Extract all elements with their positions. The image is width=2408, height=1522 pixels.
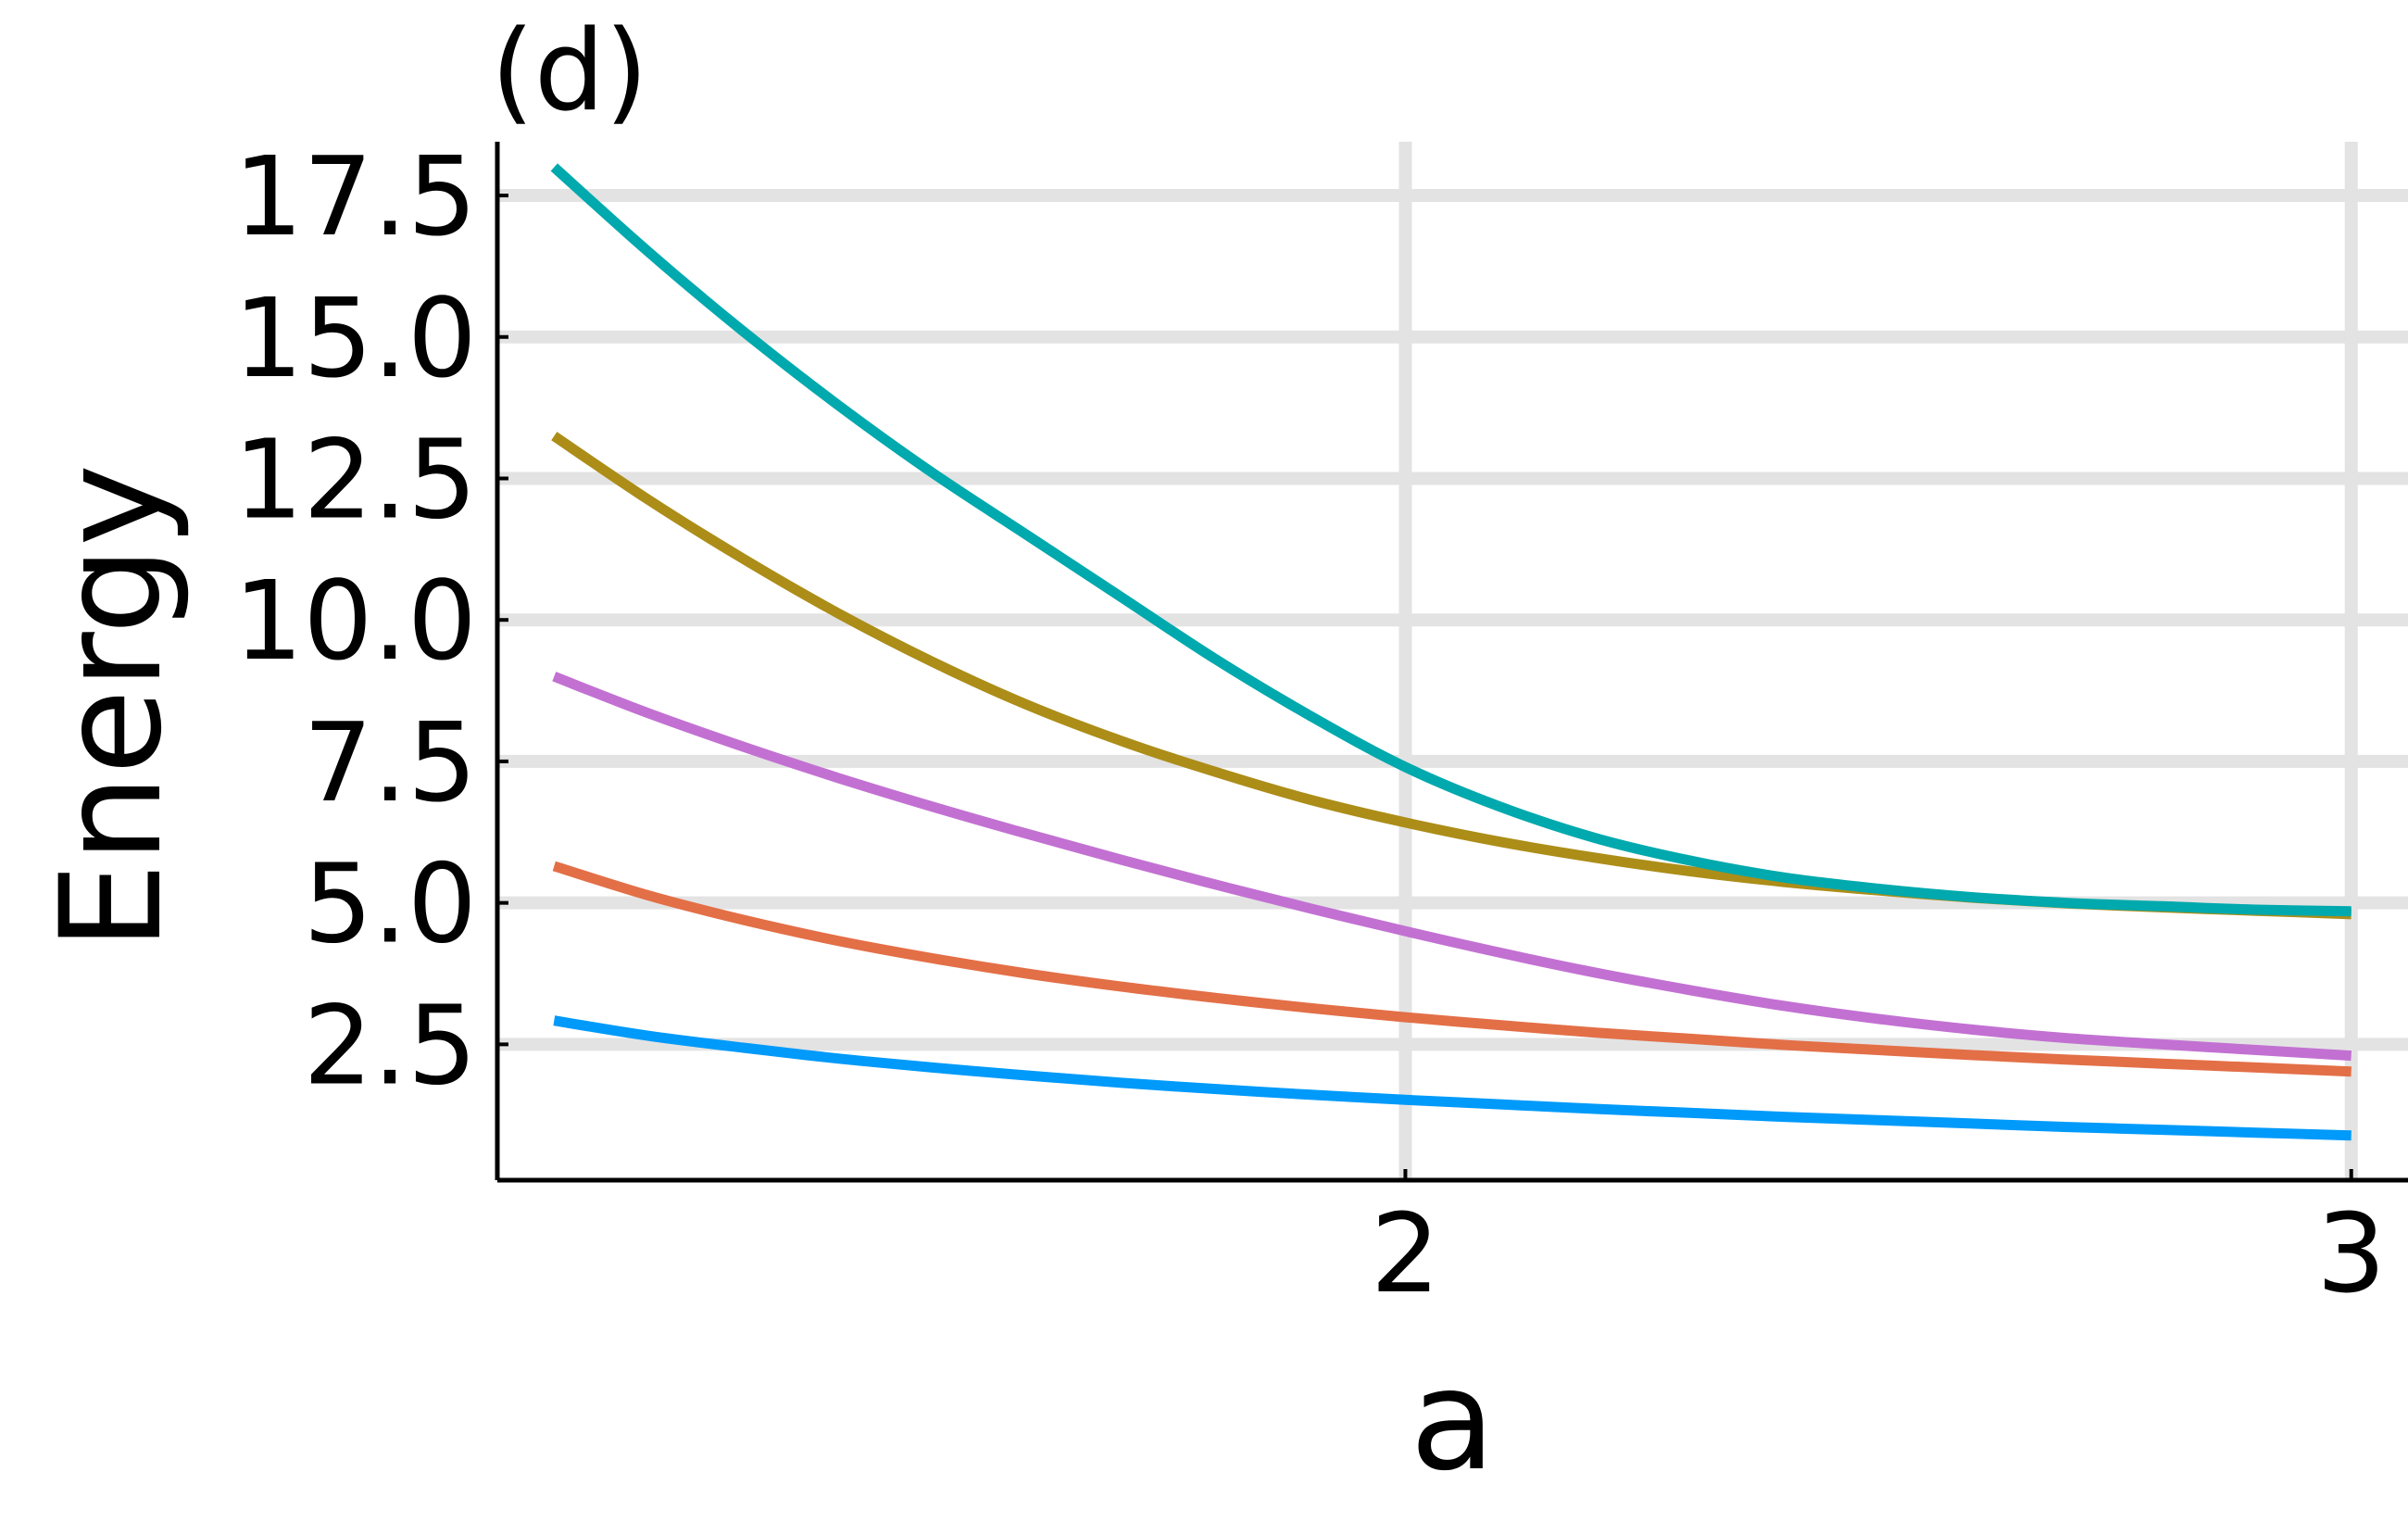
series-line-2 [552,861,2352,1077]
x-tick-label: 3 [2316,1189,2386,1317]
series-line-5 [550,163,2352,917]
y-tick-label: 7.5 [303,698,477,826]
y-tick-label: 5.0 [303,840,477,968]
series-line-4 [551,432,2352,920]
series-line-1 [553,1015,2352,1141]
chart-title: (d) [491,7,648,136]
y-tick-label: 2.5 [303,981,477,1109]
y-tick-label: 15.0 [233,274,477,402]
tick-layer: 2.5 5.0 7.5 10.0 12.5 15.0 17.5 2 3 [233,132,2386,1317]
series-layer [550,163,2352,1141]
x-tick-label: 2 [1371,1189,1440,1317]
x-axis-label: a [1411,1340,1496,1502]
y-axis-label: Energy [31,464,193,950]
series-line-3 [552,672,2352,1062]
grid-layer [497,142,2408,1180]
y-tick-label: 12.5 [233,415,477,543]
axis-layer [495,142,2408,1183]
y-tick-label: 10.0 [233,557,477,685]
y-tick-label: 17.5 [233,132,477,260]
